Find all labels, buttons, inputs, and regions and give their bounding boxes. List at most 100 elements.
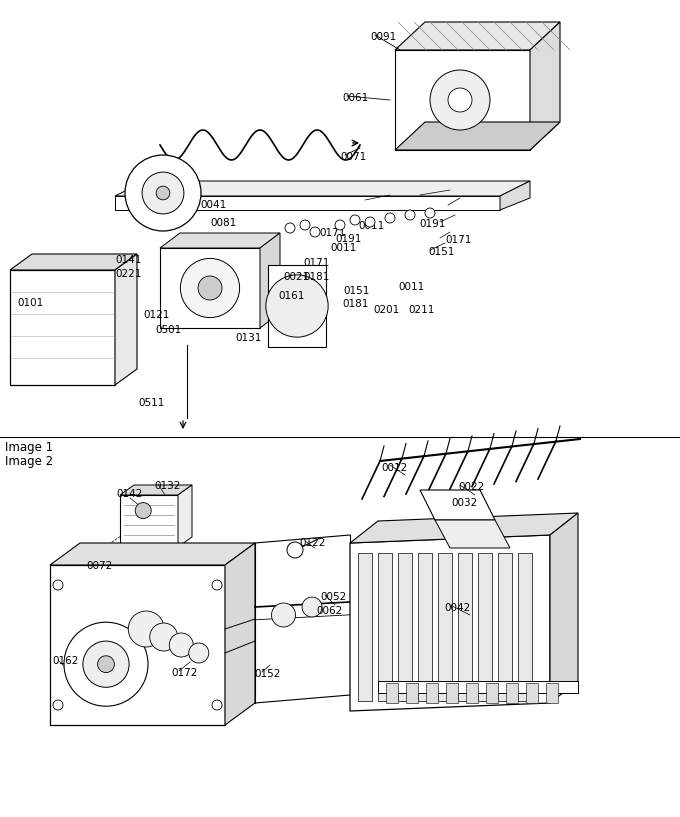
Text: 0171: 0171 <box>445 235 471 245</box>
Polygon shape <box>406 683 418 703</box>
Polygon shape <box>395 122 560 150</box>
Polygon shape <box>550 513 578 703</box>
Circle shape <box>156 186 170 200</box>
Circle shape <box>425 208 435 218</box>
Text: 0052: 0052 <box>320 592 346 602</box>
Circle shape <box>125 155 201 231</box>
Polygon shape <box>160 233 280 248</box>
Text: 0142: 0142 <box>116 489 142 499</box>
Polygon shape <box>438 553 452 701</box>
Text: 0012: 0012 <box>381 463 407 473</box>
Polygon shape <box>358 553 372 701</box>
Polygon shape <box>395 22 560 50</box>
Circle shape <box>135 502 151 519</box>
Text: 0011: 0011 <box>330 243 356 253</box>
Text: 0101: 0101 <box>17 298 44 308</box>
Polygon shape <box>260 233 280 328</box>
Polygon shape <box>268 265 326 347</box>
Circle shape <box>448 88 472 112</box>
Polygon shape <box>478 553 492 701</box>
Text: 0171: 0171 <box>319 228 345 238</box>
Polygon shape <box>120 485 192 495</box>
Text: Image 1: Image 1 <box>5 441 53 454</box>
Text: 0021: 0021 <box>283 272 309 282</box>
Text: 0171: 0171 <box>303 258 329 268</box>
Circle shape <box>83 641 129 687</box>
Polygon shape <box>435 520 510 548</box>
Text: 0141: 0141 <box>115 255 141 265</box>
Circle shape <box>98 656 114 672</box>
Polygon shape <box>458 553 472 701</box>
Polygon shape <box>420 490 495 520</box>
Circle shape <box>405 210 415 220</box>
Circle shape <box>285 223 295 233</box>
Text: 0161: 0161 <box>278 291 305 301</box>
Polygon shape <box>115 196 500 210</box>
Polygon shape <box>120 495 178 547</box>
Circle shape <box>142 172 184 214</box>
Text: 0151: 0151 <box>343 286 369 296</box>
Polygon shape <box>500 181 530 210</box>
Circle shape <box>365 217 375 227</box>
Polygon shape <box>530 22 560 150</box>
Polygon shape <box>160 248 260 328</box>
Text: 0061: 0061 <box>342 93 369 103</box>
Circle shape <box>212 700 222 710</box>
Text: 0152: 0152 <box>254 669 280 679</box>
Text: 0091: 0091 <box>370 32 396 42</box>
Circle shape <box>302 597 322 617</box>
Text: 0011: 0011 <box>398 282 424 292</box>
Circle shape <box>266 275 328 337</box>
Text: 0071: 0071 <box>340 152 367 162</box>
Circle shape <box>335 220 345 230</box>
Text: 0042: 0042 <box>444 603 471 613</box>
Text: 0201: 0201 <box>373 305 399 315</box>
Text: 0041: 0041 <box>200 200 226 210</box>
Text: 0511: 0511 <box>138 398 165 408</box>
Polygon shape <box>378 553 392 701</box>
Circle shape <box>271 603 296 627</box>
Polygon shape <box>546 683 558 703</box>
Polygon shape <box>225 543 255 725</box>
Polygon shape <box>526 683 538 703</box>
Text: 0501: 0501 <box>155 325 182 335</box>
Circle shape <box>430 70 490 130</box>
Text: 0151: 0151 <box>428 247 454 257</box>
Circle shape <box>198 276 222 300</box>
Polygon shape <box>378 681 578 693</box>
Text: 0062: 0062 <box>316 606 342 616</box>
Circle shape <box>189 643 209 663</box>
Text: 0191: 0191 <box>419 219 445 229</box>
Polygon shape <box>115 254 137 385</box>
Text: 0132: 0132 <box>154 481 180 491</box>
Polygon shape <box>506 683 518 703</box>
Polygon shape <box>498 553 512 701</box>
Polygon shape <box>350 513 578 543</box>
Circle shape <box>169 633 193 657</box>
Circle shape <box>53 580 63 590</box>
Polygon shape <box>518 553 532 701</box>
Text: 0181: 0181 <box>303 272 329 282</box>
Text: 0221: 0221 <box>115 269 141 279</box>
Text: 0072: 0072 <box>86 561 112 571</box>
Text: 0011: 0011 <box>358 221 384 231</box>
Polygon shape <box>115 181 530 196</box>
Text: 0081: 0081 <box>210 218 236 228</box>
Text: 0121: 0121 <box>143 310 169 320</box>
Text: 0032: 0032 <box>451 498 477 508</box>
Circle shape <box>53 700 63 710</box>
Polygon shape <box>426 683 438 703</box>
Circle shape <box>385 213 395 223</box>
Polygon shape <box>466 683 478 703</box>
Polygon shape <box>418 553 432 701</box>
Text: 0162: 0162 <box>52 656 78 666</box>
Polygon shape <box>10 254 137 270</box>
Text: 0022: 0022 <box>458 482 484 492</box>
Polygon shape <box>350 535 550 711</box>
Text: 0211: 0211 <box>408 305 435 315</box>
Circle shape <box>180 258 239 318</box>
Circle shape <box>212 580 222 590</box>
Polygon shape <box>50 543 255 565</box>
Text: 0191: 0191 <box>335 234 361 244</box>
Text: 0131: 0131 <box>235 333 261 343</box>
